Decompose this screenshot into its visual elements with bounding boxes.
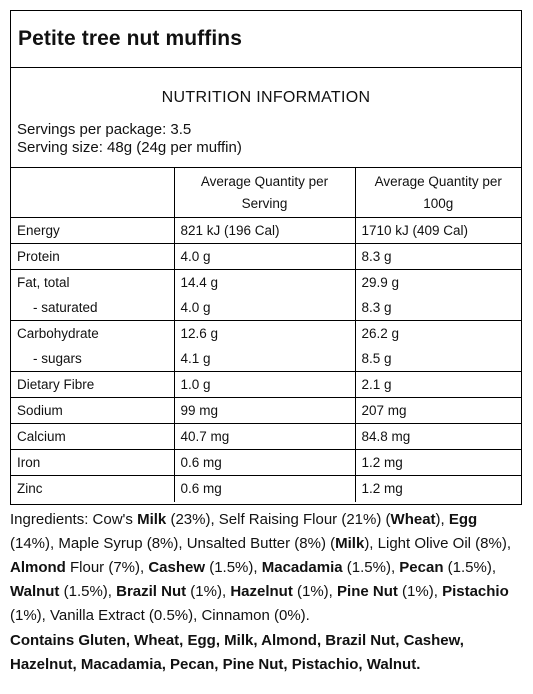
nutrient-label-main: Carbohydrate xyxy=(17,326,99,341)
ingredient-text: (23%), Self Raising Flour (21%) ( xyxy=(166,511,391,528)
nutrient-label: Iron xyxy=(11,449,175,476)
allergen-ingredient: Milk xyxy=(335,535,365,552)
nutrition-heading: NUTRITION INFORMATION xyxy=(161,89,371,106)
nutrient-label: Sodium xyxy=(11,397,175,424)
per-serving-value: 99 mg xyxy=(173,397,356,424)
per-100g-value: 1710 kJ (409 Cal) xyxy=(354,217,521,244)
ingredient-text: (1.5%), xyxy=(59,583,117,600)
ingredient-text: (1.5%), xyxy=(205,559,262,576)
ingredient-text: Ingredients: Cow's xyxy=(10,511,138,528)
nutrition-panel: Petite tree nut muffins NUTRITION INFORM… xyxy=(10,10,522,505)
nutrient-label-sub: - sugars xyxy=(33,351,82,366)
allergen-ingredient: Walnut xyxy=(10,583,60,600)
per-100g-value: 8.3 g xyxy=(354,243,521,270)
per-serving-value-sub: 4.0 g xyxy=(180,300,211,315)
nutrient-label: Energy xyxy=(11,217,175,244)
per-serving-value: 14.4 g 4.0 g xyxy=(173,269,356,321)
allergen-ingredient: Brazil Nut xyxy=(116,583,187,600)
ingredient-text: (1%), xyxy=(397,583,443,600)
nutrition-table: Average Quantity per Serving Average Qua… xyxy=(11,167,521,502)
ingredient-text: ), Light Olive Oil (8%), xyxy=(364,535,512,552)
per-100g-value: 29.9 g 8.3 g xyxy=(354,269,521,321)
allergen-ingredient: Wheat xyxy=(390,511,436,528)
per-100g-value-main: 26.2 g xyxy=(361,326,400,341)
ingredient-text: (1%), Vanilla Extract (0.5%), Cinnamon (… xyxy=(10,607,310,624)
serving-size: Serving size: 48g (24g per muffin) xyxy=(17,139,242,156)
allergen-ingredient: Cashew xyxy=(148,559,206,576)
nutrient-label: Fat, total - saturated xyxy=(11,269,175,321)
per-100g-value: 1.2 mg xyxy=(354,475,521,502)
ingredient-text: (1.5%), xyxy=(443,559,497,576)
nutrient-label: Carbohydrate - sugars xyxy=(11,320,175,372)
allergen-statement: Contains Gluten, Wheat, Egg, Milk, Almon… xyxy=(10,632,464,673)
ingredient-text: (1%), xyxy=(292,583,338,600)
per-100g-value: 26.2 g 8.5 g xyxy=(354,320,521,372)
ingredient-text: (1%), xyxy=(186,583,231,600)
ingredient-text: Flour (7%), xyxy=(65,559,149,576)
table-header-row: Average Quantity per Serving Average Qua… xyxy=(11,167,521,218)
table-row: Fat, total - saturated 14.4 g 4.0 g 29.9 g 8.… xyxy=(11,269,521,321)
nutrient-label-sub: - saturated xyxy=(33,300,98,315)
table-header-per-100g: Average Quantity per 100g xyxy=(354,167,521,218)
per-100g-value-main: 29.9 g xyxy=(361,275,400,290)
allergen-ingredient: Egg xyxy=(448,511,478,528)
per-100g-value: 2.1 g xyxy=(354,371,521,398)
allergen-ingredient: Almond xyxy=(10,559,66,576)
product-title: Petite tree nut muffins xyxy=(11,11,521,68)
per-serving-value: 0.6 mg xyxy=(173,475,356,502)
per-serving-value-main: 14.4 g xyxy=(180,275,219,290)
table-row: Sodium 99 mg 207 mg xyxy=(11,397,521,424)
per-100g-value: 1.2 mg xyxy=(354,449,521,476)
table-row: Iron 0.6 mg 1.2 mg xyxy=(11,449,521,476)
allergen-ingredient: Pine Nut xyxy=(337,583,398,600)
ingredients-list: Ingredients: Cow's Milk (23%), Self Rais… xyxy=(10,508,522,628)
table-row: Carbohydrate - sugars 12.6 g 4.1 g 26.2 g 8.5… xyxy=(11,320,521,372)
table-header-nutrient xyxy=(11,167,175,218)
nutrient-label: Dietary Fibre xyxy=(11,371,175,398)
ingredient-text: (14%), Maple Syrup (8%), Unsalted Butter… xyxy=(10,535,336,552)
ingredient-text: (1.5%), xyxy=(342,559,400,576)
nutrient-label: Calcium xyxy=(11,423,175,450)
ingredient-text: ), xyxy=(435,511,449,528)
servings-per-package: Servings per package: 3.5 xyxy=(17,121,192,138)
per-100g-value: 207 mg xyxy=(354,397,521,424)
per-serving-value: 12.6 g 4.1 g xyxy=(173,320,356,372)
per-100g-value: 84.8 mg xyxy=(354,423,521,450)
table-row: Calcium 40.7 mg 84.8 mg xyxy=(11,423,521,450)
per-100g-value-sub: 8.3 g xyxy=(361,300,392,315)
per-serving-value-main: 12.6 g xyxy=(180,326,219,341)
per-serving-value: 4.0 g xyxy=(173,243,356,270)
allergen-ingredient: Milk xyxy=(137,511,167,528)
servings-info: Servings per package: 3.5 Serving size: … xyxy=(11,121,521,157)
nutrient-label: Protein xyxy=(11,243,175,270)
allergen-ingredient: Hazelnut xyxy=(230,583,293,600)
per-100g-value-sub: 8.5 g xyxy=(361,351,392,366)
table-header-per-serving: Average Quantity per Serving xyxy=(173,167,356,218)
allergen-ingredient: Macadamia xyxy=(261,559,343,576)
per-serving-value: 0.6 mg xyxy=(173,449,356,476)
per-serving-value: 40.7 mg xyxy=(173,423,356,450)
per-serving-value: 821 kJ (196 Cal) xyxy=(173,217,356,244)
table-row: Dietary Fibre 1.0 g 2.1 g xyxy=(11,371,521,398)
allergen-ingredient: Pistachio xyxy=(442,583,509,600)
nutrient-label-main: Fat, total xyxy=(17,275,70,290)
table-row: Energy 821 kJ (196 Cal) 1710 kJ (409 Cal) xyxy=(11,217,521,244)
per-serving-value: 1.0 g xyxy=(173,371,356,398)
nutrient-label: Zinc xyxy=(11,475,175,502)
per-serving-value-sub: 4.1 g xyxy=(180,351,211,366)
table-row: Zinc 0.6 mg 1.2 mg xyxy=(11,475,521,502)
allergen-ingredient: Pecan xyxy=(399,559,444,576)
table-row: Protein 4.0 g 8.3 g xyxy=(11,243,521,270)
